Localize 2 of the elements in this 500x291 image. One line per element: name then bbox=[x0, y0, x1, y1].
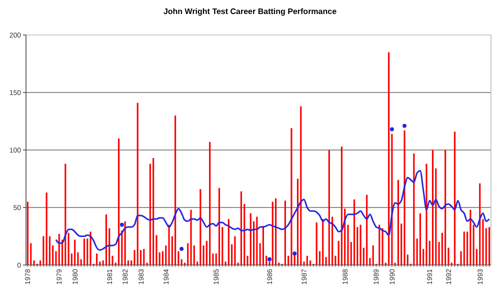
line-series bbox=[55, 170, 490, 251]
chart-title: John Wright Test Career Batting Performance bbox=[163, 7, 338, 16]
